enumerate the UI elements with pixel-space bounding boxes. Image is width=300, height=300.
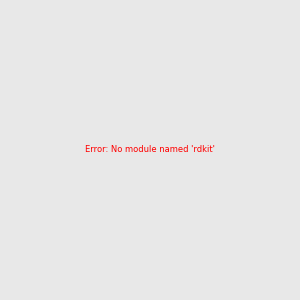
Text: Error: No module named 'rdkit': Error: No module named 'rdkit' (85, 146, 215, 154)
